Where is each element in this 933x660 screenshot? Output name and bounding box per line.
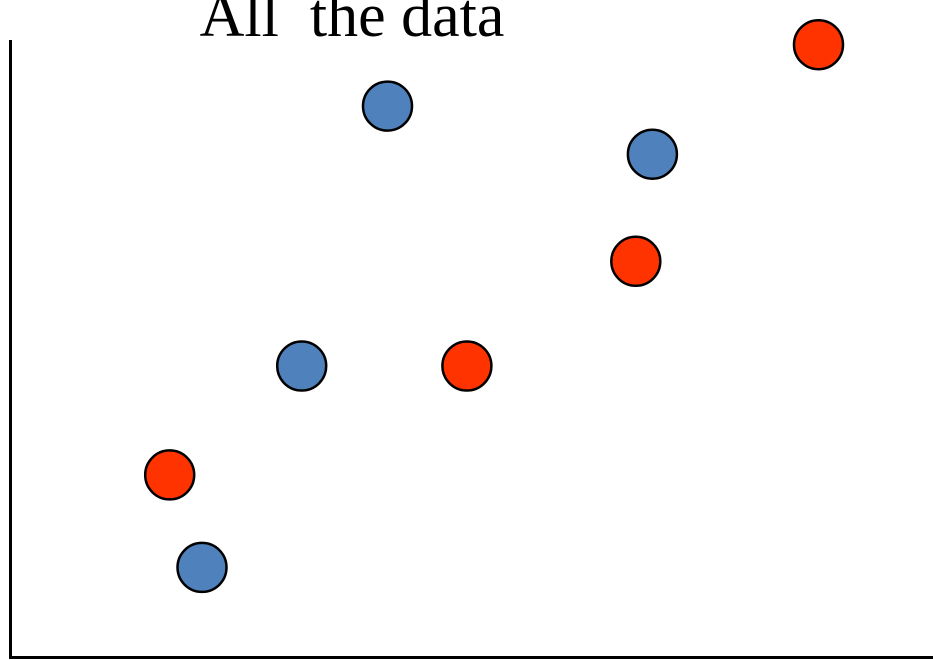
data-point-series-2-2 bbox=[441, 340, 493, 392]
chart-title: All the data bbox=[200, 0, 505, 50]
data-point-series-1-3 bbox=[361, 80, 414, 132]
data-point-series-1-2 bbox=[275, 340, 328, 392]
data-point-series-1-4 bbox=[626, 128, 679, 180]
data-points bbox=[143, 18, 845, 594]
data-point-series-2-3 bbox=[610, 235, 662, 288]
data-point-series-2-1 bbox=[143, 449, 196, 501]
data-point-series-2-4 bbox=[792, 18, 845, 71]
data-point-series-1-1 bbox=[176, 541, 228, 594]
